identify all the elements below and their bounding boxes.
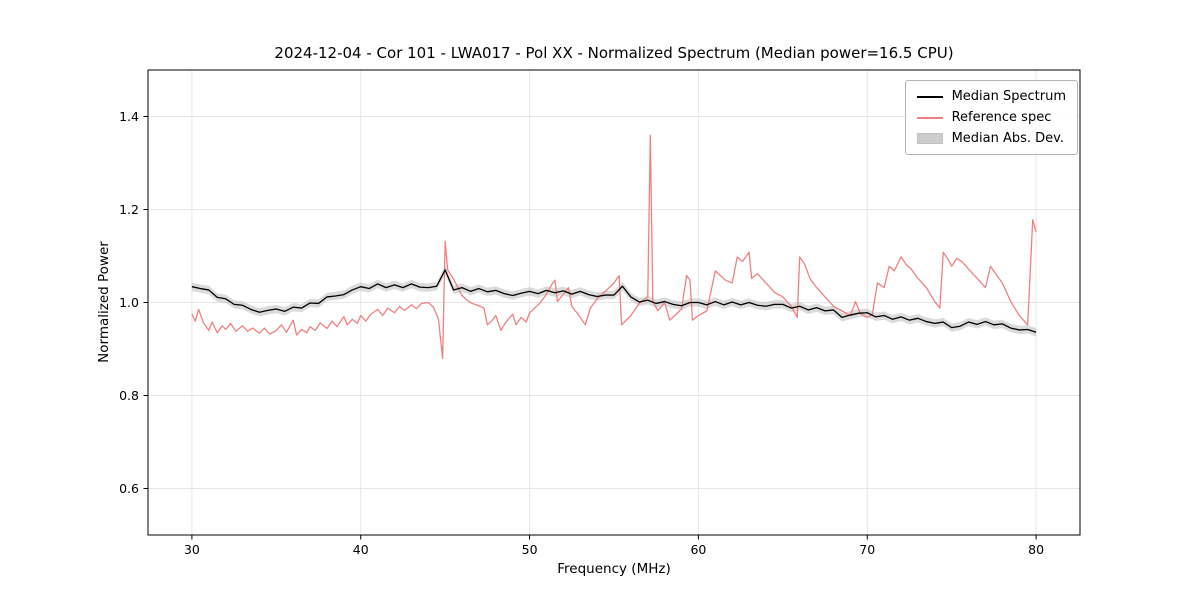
legend-label-median-spectrum: Median Spectrum [951, 89, 1066, 104]
x-tick-label: 80 [1028, 542, 1044, 557]
median-abs-dev-patch-swatch-icon [916, 133, 943, 144]
y-tick-label: 1.0 [119, 295, 139, 310]
median-abs-dev-band [191, 265, 1037, 337]
x-tick-label: 60 [690, 542, 706, 557]
legend-item-median-abs-dev: Median Abs. Dev. [916, 131, 1066, 146]
reference-spec-line-swatch-icon [916, 116, 943, 119]
x-tick-label: 50 [522, 542, 538, 557]
x-axis-label: Frequency (MHz) [557, 561, 671, 577]
legend: Median Spectrum Reference spec Median Ab… [904, 80, 1078, 155]
legend-label-median-abs-dev: Median Abs. Dev. [951, 131, 1065, 146]
y-tick-label: 0.6 [119, 481, 139, 496]
legend-item-reference-spec: Reference spec [916, 110, 1066, 125]
legend-label-reference-spec: Reference spec [951, 110, 1052, 125]
y-axis-label: Normalized Power [96, 241, 112, 363]
median-spectrum-line [191, 269, 1037, 333]
x-tick-label: 30 [184, 542, 200, 557]
reference-spec-line [191, 134, 1037, 359]
chart-title: 2024-12-04 - Cor 101 - LWA017 - Pol XX -… [274, 44, 954, 62]
y-tick-label: 1.2 [119, 202, 139, 217]
legend-item-median-spectrum: Median Spectrum [916, 89, 1066, 104]
y-tick-label: 0.8 [119, 388, 139, 403]
y-tick-label: 1.4 [119, 109, 139, 124]
median-spectrum-line-swatch-icon [916, 95, 943, 98]
x-tick-label: 40 [353, 542, 369, 557]
x-tick-label: 70 [859, 542, 875, 557]
